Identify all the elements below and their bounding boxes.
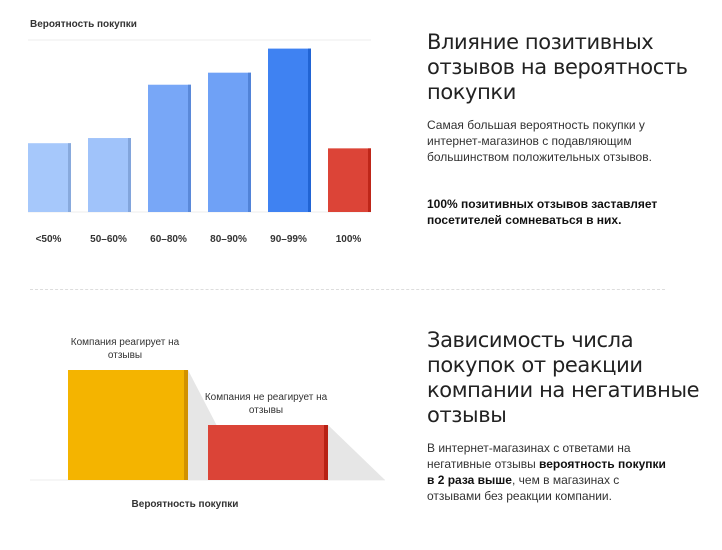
chart1-bar-edge (248, 72, 251, 213)
section1-body: Самая большая вероятность покупки у инте… (427, 118, 652, 164)
chart1-bar-edge (188, 84, 191, 212)
chart1-tick-label: 60–80% (150, 234, 187, 245)
chart1-bar (148, 84, 191, 212)
chart2-bar (208, 425, 328, 480)
chart1-bar (268, 48, 311, 212)
chart2-bar-shadow (328, 425, 385, 480)
chart1-bar-edge (308, 48, 311, 212)
section2-body-highlight: вероятность покупки в 2 раза выше (427, 457, 666, 487)
chart1-bar (328, 148, 371, 212)
chart1-tick-label: 100% (336, 234, 362, 245)
chart2-bar-edge (324, 425, 328, 480)
section-divider (30, 289, 665, 290)
chart1-bar-edge (128, 138, 131, 212)
section2-body: В интернет-магазинах с ответами на негат… (427, 440, 667, 504)
chart1-bar-edge (368, 148, 371, 212)
chart1-bar (28, 143, 71, 212)
chart2-bar (68, 370, 188, 480)
chart1-bar-edge (68, 143, 71, 212)
chart1-tick-label: <50% (36, 234, 62, 245)
section1-heading: Влияние позитивных отзывов на вероятност… (427, 30, 688, 104)
section2-body-end: , чем в магазинах с отзывами без реакции… (427, 473, 620, 503)
section2-body-start: В интернет-магазинах с ответами на негат… (427, 441, 631, 471)
chart2-bar-edge (184, 370, 188, 480)
chart1-tick-label: 80–90% (210, 234, 247, 245)
chart1-bar (208, 72, 251, 213)
chart1-tick-label: 90–99% (270, 234, 307, 245)
section2-heading: Зависимость числа покупок от реакции ком… (427, 328, 700, 427)
chart1-bar (88, 138, 131, 212)
chart2-label-no-response: Компания не реагирует на отзывы (204, 392, 328, 416)
chart2-label-responds: Компания реагирует на отзывы (70, 337, 180, 361)
purchase-probability-bar-chart: <50% 50–60% 60–80% 80–90% 90–99% 100% (28, 39, 371, 245)
chart1-y-axis-label: Вероятность покупки (30, 19, 137, 30)
chart2-x-axis-label: Вероятность покупки (131, 499, 239, 510)
chart1-tick-label: 50–60% (90, 234, 127, 245)
section1-emphasis: 100% позитивных отзывов заставляет посет… (427, 197, 658, 227)
